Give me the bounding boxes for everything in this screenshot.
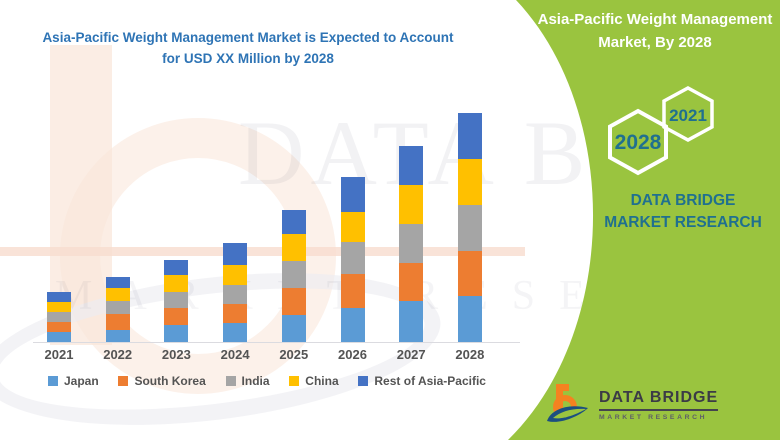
bar-segment-rest-of-asia-pacific — [457, 113, 482, 159]
bar-segment-rest-of-asia-pacific — [340, 177, 365, 212]
bar-segment-south-korea — [340, 274, 365, 308]
bar-segment-rest-of-asia-pacific — [399, 146, 424, 185]
bar-segment-rest-of-asia-pacific — [105, 277, 130, 288]
bar-segment-china — [223, 265, 248, 285]
bar-segment-rest-of-asia-pacific — [223, 243, 248, 265]
legend-label: South Korea — [134, 374, 206, 388]
legend-item-south-korea: South Korea — [118, 374, 206, 388]
legend-label: India — [241, 374, 270, 388]
bar-segment-japan — [340, 308, 365, 342]
legend-label: China — [305, 374, 339, 388]
logo-name: DATA BRIDGE — [599, 389, 719, 411]
bar-segment-rest-of-asia-pacific — [47, 292, 71, 302]
forecast-hexagons: 2028 2021 — [608, 86, 714, 176]
x-axis-label-2021: 2021 — [44, 347, 74, 362]
legend-swatch — [289, 376, 300, 386]
stacked-bar-2022 — [105, 277, 130, 342]
bar-segment-japan — [223, 323, 248, 342]
stacked-bar-2023 — [164, 260, 189, 342]
bar-segment-south-korea — [164, 308, 189, 325]
legend-item-india: India — [225, 374, 270, 388]
x-axis-label-2022: 2022 — [103, 347, 133, 362]
legend-item-rest-of-asia-pacific: Rest of Asia-Pacific — [358, 374, 486, 388]
bar-segment-china — [457, 159, 482, 205]
hexagon-2021-outline — [662, 86, 714, 142]
bar-segment-india — [399, 224, 424, 263]
bar-segment-china — [105, 288, 130, 301]
bar-segment-india — [47, 312, 71, 322]
bar-segment-south-korea — [457, 251, 482, 296]
stacked-bar-2027 — [399, 146, 424, 342]
bar-segment-japan — [457, 296, 482, 342]
logo-wordmark: DATA BRIDGE MARKET RESEARCH — [599, 389, 719, 421]
bar-segment-india — [457, 205, 482, 251]
bar-segment-japan — [105, 330, 130, 342]
x-axis-label-2024: 2024 — [220, 347, 250, 362]
bar-segment-india — [281, 261, 306, 288]
bar-segment-south-korea — [399, 263, 424, 301]
legend-label: Rest of Asia-Pacific — [374, 374, 486, 388]
bar-segment-india — [164, 292, 189, 308]
legend-label: Japan — [64, 374, 99, 388]
bar-segment-india — [340, 242, 365, 274]
chart-title: Asia-Pacific Weight Management Market is… — [42, 30, 454, 66]
stacked-bar-2024 — [223, 243, 248, 342]
logo-b-hook — [563, 384, 569, 391]
legend-swatch — [225, 376, 236, 386]
stacked-bar-2025 — [281, 210, 306, 342]
bar-segment-china — [399, 185, 424, 224]
bar-segment-rest-of-asia-pacific — [164, 260, 189, 275]
bar-segment-china — [340, 212, 365, 242]
bar-segment-south-korea — [281, 288, 306, 315]
chart-legend: Japan South Korea India China Rest of Asia-P… — [48, 374, 486, 388]
data-bridge-logo-icon — [547, 384, 588, 422]
x-axis-label-2028: 2028 — [455, 347, 485, 362]
bar-segment-china — [47, 302, 71, 312]
stacked-bar-2021 — [47, 292, 71, 342]
bar-segment-india — [223, 285, 248, 304]
bar-segment-japan — [281, 315, 306, 342]
legend-item-japan: Japan — [48, 374, 99, 388]
legend-item-china: China — [289, 374, 339, 388]
side-panel-title: Asia-Pacific Weight Management Market, B… — [537, 11, 773, 51]
bar-segment-china — [281, 234, 306, 261]
stacked-bar-plot — [47, 113, 482, 342]
x-axis-line — [33, 342, 520, 343]
hexagon-2021-label: 2021 — [669, 106, 707, 125]
bar-segment-japan — [164, 325, 189, 342]
bar-segment-south-korea — [47, 322, 71, 332]
x-axis-label-2025: 2025 — [279, 347, 309, 362]
legend-swatch — [48, 376, 58, 386]
brand-text: DATA BRIDGE MARKET RESEARCH — [604, 192, 762, 232]
data-bridge-logo: DATA BRIDGE MARKET RESEARCH — [543, 381, 719, 429]
bar-segment-south-korea — [105, 314, 130, 330]
x-axis-label-2023: 2023 — [161, 347, 191, 362]
legend-swatch — [358, 376, 369, 386]
stacked-bar-2028 — [457, 113, 482, 342]
bar-segment-rest-of-asia-pacific — [281, 210, 306, 234]
legend-swatch — [118, 376, 129, 386]
bar-segment-south-korea — [223, 304, 248, 323]
bar-segment-india — [105, 301, 130, 314]
x-axis-labels: 2021 2022 2023 2024 2025 2026 2027 2028 — [0, 347, 520, 365]
bar-segment-china — [164, 275, 189, 292]
hexagon-2028-label: 2028 — [615, 131, 662, 154]
logo-swoosh-cut — [553, 408, 586, 419]
x-axis-label-2026: 2026 — [338, 347, 367, 362]
stacked-bar-2026 — [340, 177, 365, 342]
logo-tagline: MARKET RESEARCH — [599, 414, 708, 421]
x-axis-label-2027: 2027 — [396, 347, 426, 362]
bar-segment-japan — [47, 332, 71, 342]
bar-segment-japan — [399, 301, 424, 342]
